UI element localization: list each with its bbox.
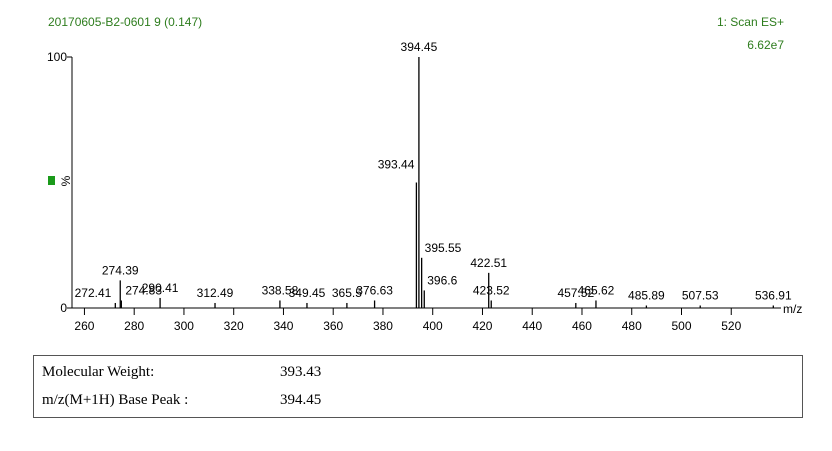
peak-label: 365.5 bbox=[332, 286, 362, 300]
chart: 20170605-B2-0601 9 (0.147) 1: Scan ES+ 6… bbox=[47, 15, 802, 333]
x-tick-label: 280 bbox=[124, 319, 144, 333]
x-tick-label: 440 bbox=[522, 319, 542, 333]
peak-label: 395.55 bbox=[425, 241, 462, 255]
x-tick-label: 340 bbox=[273, 319, 293, 333]
cell: Molecular Weight: bbox=[42, 364, 155, 380]
scan-label: 1: Scan ES+ bbox=[717, 15, 784, 29]
x-axis-label: m/z bbox=[783, 302, 802, 316]
peak-label: 272.41 bbox=[75, 286, 112, 300]
peak-label: 396.6 bbox=[427, 273, 457, 287]
y-tick-label: 0 bbox=[60, 301, 67, 315]
x-tick-label: 500 bbox=[671, 319, 691, 333]
x-tick-label: 480 bbox=[622, 319, 642, 333]
peak-label: 457.52 bbox=[557, 286, 594, 300]
y-axis-label: % bbox=[59, 175, 73, 186]
peak-label: 338.58 bbox=[262, 283, 299, 297]
peak-label: 422.51 bbox=[470, 256, 507, 270]
x-tick-label: 400 bbox=[423, 319, 443, 333]
peak-label: 290.41 bbox=[142, 281, 179, 295]
x-tick-label: 360 bbox=[323, 319, 343, 333]
peak-label: 536.91 bbox=[755, 288, 792, 302]
x-tick-label: 420 bbox=[472, 319, 492, 333]
peak-label: 376.63 bbox=[356, 283, 393, 297]
info-table: Molecular Weight: 393.43 m/z(M+1H) Base … bbox=[33, 355, 803, 418]
cell: 393.43 bbox=[280, 364, 322, 380]
intensity-label: 6.62e7 bbox=[747, 38, 784, 52]
cell: 394.45 bbox=[280, 392, 322, 408]
y-tick-label: 100 bbox=[47, 50, 67, 64]
x-tick-label: 380 bbox=[373, 319, 393, 333]
x-tick-label: 260 bbox=[74, 319, 94, 333]
peak-label: 394.45 bbox=[401, 40, 438, 54]
peak-label: 274.83 bbox=[125, 283, 162, 297]
peak-label: 274.39 bbox=[102, 263, 139, 277]
x-tick-label: 520 bbox=[721, 319, 741, 333]
x-tick-label: 460 bbox=[572, 319, 592, 333]
peak-label: 312.49 bbox=[197, 286, 234, 300]
peak-label: 393.44 bbox=[378, 158, 415, 172]
chart-title: 20170605-B2-0601 9 (0.147) bbox=[48, 15, 202, 29]
peak-label: 423.52 bbox=[473, 283, 510, 297]
peak-label: 349.45 bbox=[289, 286, 326, 300]
x-tick-label: 320 bbox=[224, 319, 244, 333]
x-tick-label: 300 bbox=[174, 319, 194, 333]
marker bbox=[48, 176, 55, 185]
peak-label: 485.89 bbox=[628, 288, 665, 302]
peak-label: 465.62 bbox=[578, 283, 615, 297]
cell: m/z(M+1H) Base Peak : bbox=[42, 392, 189, 408]
peak-label: 507.53 bbox=[682, 288, 719, 302]
